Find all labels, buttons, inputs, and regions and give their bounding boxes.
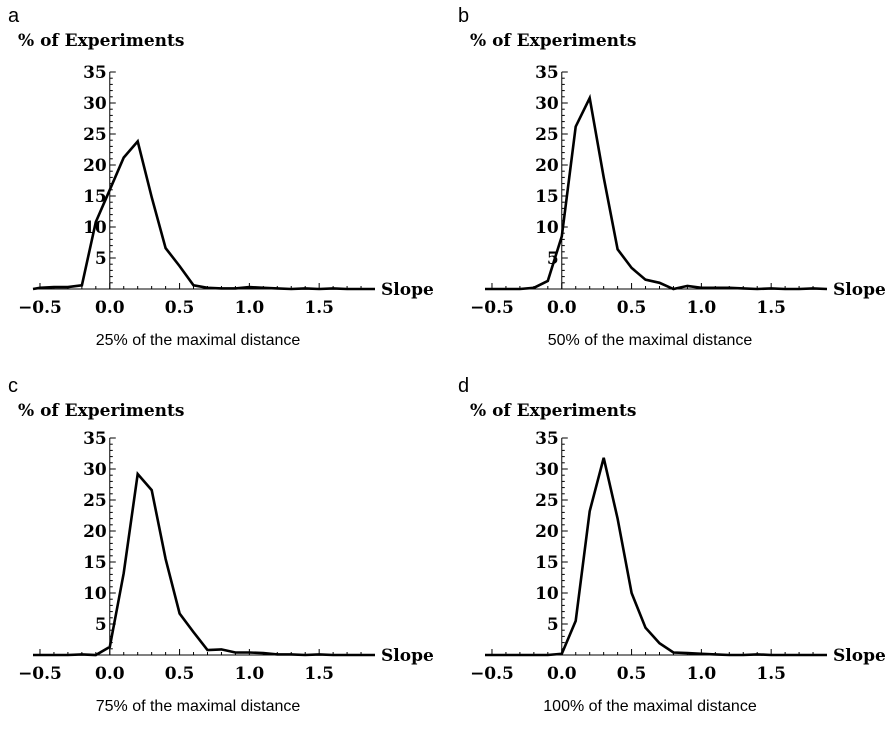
x-tick-label: 0.5 bbox=[617, 298, 647, 318]
x-tick-label: 1.0 bbox=[687, 664, 717, 684]
x-tick-label: 1.5 bbox=[304, 664, 334, 684]
y-tick-label: 30 bbox=[535, 94, 559, 114]
x-tick-label: −0.5 bbox=[18, 664, 62, 684]
y-tick-label: 5 bbox=[547, 615, 559, 635]
x-tick-label: 1.5 bbox=[756, 664, 786, 684]
chart-caption: 75% of the maximal distance bbox=[96, 698, 301, 715]
x-tick-label: 0.5 bbox=[165, 298, 195, 318]
y-tick-label: 35 bbox=[83, 63, 107, 83]
x-tick-label: 1.0 bbox=[235, 298, 265, 318]
y-tick-label: 25 bbox=[535, 125, 559, 145]
x-axis-title: Slope bbox=[381, 280, 434, 300]
y-tick-label: 35 bbox=[535, 429, 559, 449]
y-axis-title: % of Experiments bbox=[18, 31, 184, 51]
x-axis-title: Slope bbox=[381, 646, 434, 666]
y-tick-label: 10 bbox=[535, 584, 559, 604]
y-tick-label: 25 bbox=[83, 491, 107, 511]
x-tick-label: 1.5 bbox=[304, 298, 334, 318]
chart-caption: 100% of the maximal distance bbox=[543, 698, 757, 715]
y-tick-label: 35 bbox=[535, 63, 559, 83]
x-tick-label: 1.5 bbox=[756, 298, 786, 318]
panel-letter-c: c bbox=[8, 375, 18, 397]
y-tick-label: 15 bbox=[535, 187, 559, 207]
x-tick-label: 1.0 bbox=[687, 298, 717, 318]
chart-panel-c: c% of Experiments Slope −0.5 0.0 0.5 1.0 1.5 5 1… bbox=[0, 370, 448, 730]
x-tick-label: 0.0 bbox=[547, 664, 577, 684]
chart-panel-d: d% of Experiments Slope −0.5 0.0 0.5 1.0 1.5 5 1… bbox=[452, 370, 896, 730]
x-tick-label: −0.5 bbox=[18, 298, 62, 318]
y-tick-label: 25 bbox=[535, 491, 559, 511]
panel-letter-a: a bbox=[8, 5, 20, 27]
y-axis-title: % of Experiments bbox=[470, 31, 636, 51]
chart-caption: 50% of the maximal distance bbox=[548, 332, 753, 349]
y-tick-label: 30 bbox=[83, 94, 107, 114]
x-tick-label: 0.5 bbox=[165, 664, 195, 684]
x-tick-label: 0.5 bbox=[617, 664, 647, 684]
y-tick-label: 15 bbox=[83, 553, 107, 573]
y-tick-label: 15 bbox=[535, 553, 559, 573]
x-tick-label: −0.5 bbox=[470, 664, 514, 684]
x-tick-label: 0.0 bbox=[95, 664, 125, 684]
y-tick-label: 25 bbox=[83, 125, 107, 145]
x-tick-label: 0.0 bbox=[95, 298, 125, 318]
y-tick-label: 20 bbox=[83, 522, 107, 542]
y-tick-label: 30 bbox=[83, 460, 107, 480]
panel-letter-d: d bbox=[458, 375, 469, 397]
y-axis-title: % of Experiments bbox=[18, 401, 184, 421]
x-tick-label: 0.0 bbox=[547, 298, 577, 318]
y-tick-label: 20 bbox=[535, 522, 559, 542]
chart-svg-d: d% of Experiments Slope −0.5 0.0 0.5 1.0 1.5 5 1… bbox=[452, 370, 896, 720]
y-tick-label: 30 bbox=[535, 460, 559, 480]
x-axis-title: Slope bbox=[833, 646, 886, 666]
y-tick-label: 35 bbox=[83, 429, 107, 449]
y-tick-label: 5 bbox=[95, 249, 107, 269]
y-tick-label: 10 bbox=[83, 584, 107, 604]
y-tick-label: 10 bbox=[535, 218, 559, 238]
x-axis-title: Slope bbox=[833, 280, 886, 300]
chart-svg-c: c% of Experiments Slope −0.5 0.0 0.5 1.0 1.5 5 1… bbox=[0, 370, 448, 720]
x-tick-label: −0.5 bbox=[470, 298, 514, 318]
y-tick-label: 5 bbox=[95, 615, 107, 635]
panel-letter-b: b bbox=[458, 5, 469, 27]
x-tick-label: 1.0 bbox=[235, 664, 265, 684]
y-tick-label: 20 bbox=[535, 156, 559, 176]
chart-caption: 25% of the maximal distance bbox=[96, 332, 301, 349]
y-axis-title: % of Experiments bbox=[470, 401, 636, 421]
y-tick-label: 20 bbox=[83, 156, 107, 176]
